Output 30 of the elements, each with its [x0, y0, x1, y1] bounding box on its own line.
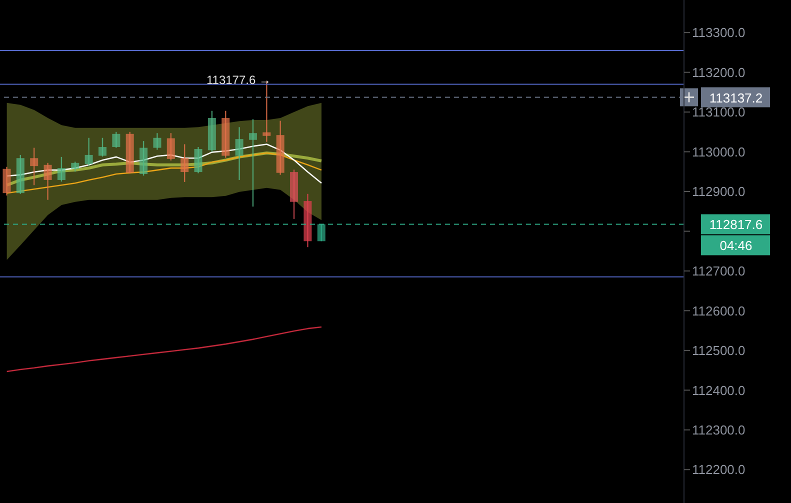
line-series [6, 326, 322, 372]
candlestick [112, 131, 120, 148]
annotation: 113177.6 → [206, 73, 271, 88]
candlestick [166, 132, 175, 162]
y-tick-label: 113200.0 [692, 64, 746, 80]
candlestick [98, 137, 106, 158]
candlestick [194, 146, 202, 174]
ref-line-label: 112817.6 [709, 217, 763, 232]
candlestick [248, 118, 257, 208]
y-tick-label: 112900.0 [692, 184, 746, 200]
y-tick-label: 113100.0 [692, 104, 746, 120]
y-tick-label: 112200.0 [692, 462, 746, 478]
ref-line-label: 113137.2 [709, 90, 763, 106]
y-tick-label: 113300.0 [692, 25, 746, 40]
candlestick [84, 137, 93, 166]
candlestick [180, 144, 189, 183]
y-tick-label: 112500.0 [692, 343, 746, 358]
candlestick [57, 156, 66, 182]
candlestick [262, 80, 271, 142]
candlestick [30, 147, 38, 186]
y-tick-label: 112400.0 [692, 382, 746, 398]
y-tick-label: 112600.0 [692, 303, 746, 318]
candlestick [153, 132, 162, 150]
y-tick-label: 113000.0 [692, 144, 746, 160]
candlestick [71, 161, 80, 172]
text: 04:46 [720, 238, 752, 254]
candlestick [235, 126, 244, 181]
candlestick [44, 162, 52, 200]
y-tick-label: 112700.0 [692, 264, 746, 279]
y-tick-label: 112300.0 [692, 422, 746, 438]
